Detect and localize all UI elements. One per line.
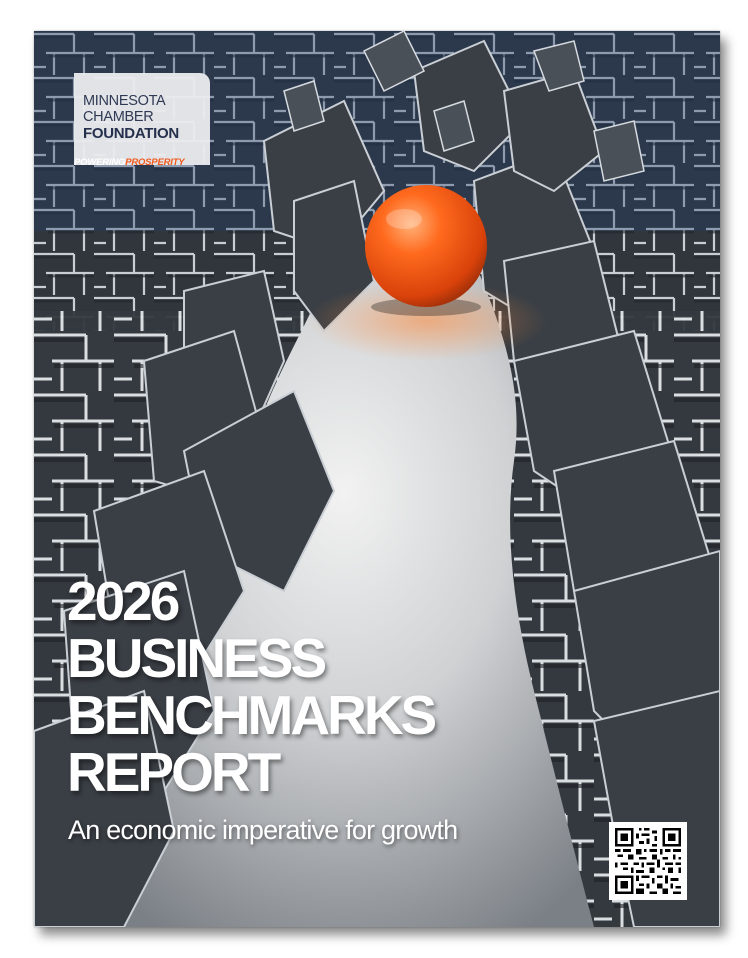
logo-line-2: CHAMBER [83,109,154,125]
title-line-4: REPORT [67,741,281,803]
qr-code-icon [615,828,681,894]
maze-illustration [34,31,720,927]
tagline-word-1: POWERING [74,157,126,168]
title-line-2: BUSINESS [67,627,327,689]
title-line-3: BENCHMARKS [67,684,437,746]
logo-tagline: POWERINGPROSPERITY [74,157,185,168]
logo-line-1: MINNESOTA [83,93,166,109]
report-subtitle: An economic imperative for growth [68,815,458,845]
title-line-1: 2026 [67,570,180,632]
tagline-word-2: PROSPERITY [125,157,185,168]
orange-sphere [365,185,487,307]
report-cover: MINNESOTA CHAMBER FOUNDATION POWERINGPRO… [34,31,720,927]
report-title: 2026 BUSINESS BENCHMARKS REPORT [67,570,437,803]
qr-code[interactable] [609,822,687,900]
logo-line-3: FOUNDATION [83,125,179,142]
minnesota-chamber-logo: MINNESOTA CHAMBER FOUNDATION [74,73,210,165]
